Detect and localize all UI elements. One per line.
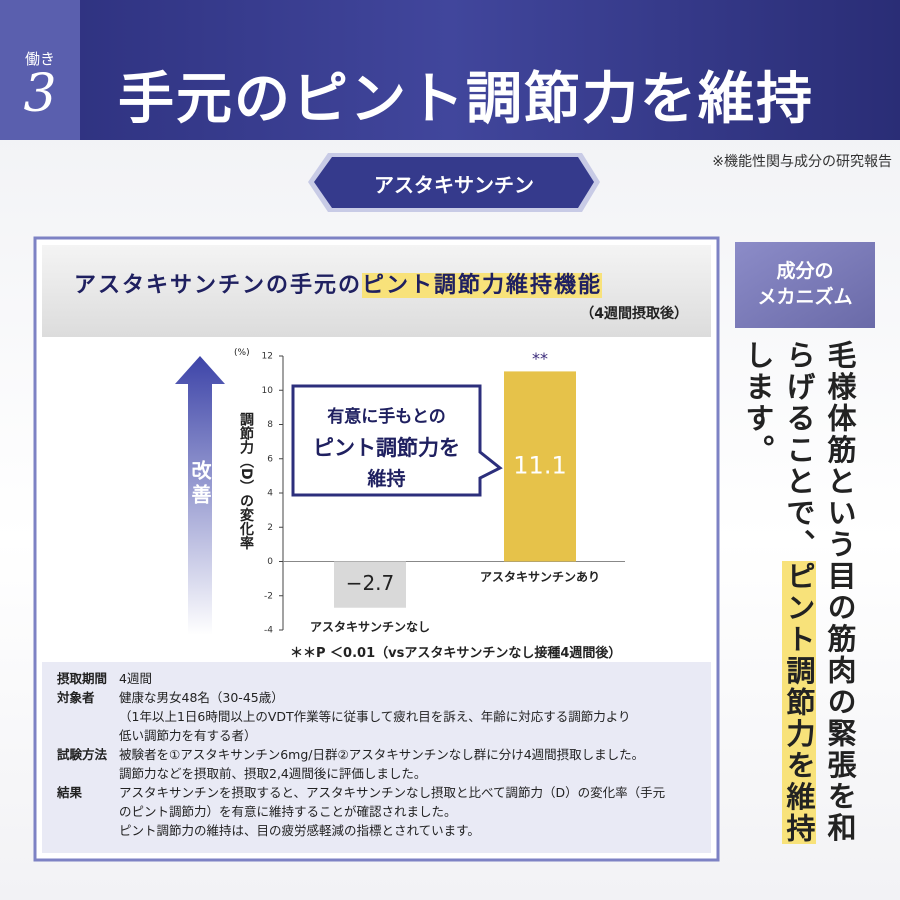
footnote: ＊＊P ＜0.01（vsアスタキサンチンなし接種4週間後）	[290, 646, 622, 661]
y-tick-label: 8	[267, 420, 273, 430]
info-table: 摂取期間 4週間対象者 健康な男女48名（30-45歳） （1年以上1日6時間以上のV…	[57, 669, 707, 840]
value-label: 11.1	[513, 451, 566, 479]
info-band	[42, 662, 711, 853]
y-tick-label: 0	[267, 557, 273, 567]
y-tick-label: 4	[267, 489, 273, 499]
value-label: −2.7	[346, 571, 395, 595]
table-row: 試験方法 被験者を①アスタキサンチン6mg/日群②アスタキサンチンなし群に分け4週…	[57, 745, 707, 783]
y-tick-label: 10	[262, 386, 274, 396]
significance: **	[532, 349, 548, 368]
table-row: 摂取期間 4週間	[57, 669, 707, 688]
arrow-label: 改善	[188, 460, 212, 508]
bar	[334, 561, 406, 608]
row-label: 試験方法	[57, 747, 108, 762]
category-label: アスタキサンチンあり	[480, 570, 600, 584]
row-body: 健康な男女48名（30-45歳） （1年以上1日6時間以上のVDT作業等に従事して…	[119, 688, 631, 745]
heading-line: 成分の	[776, 260, 834, 282]
chart: -4 -2 0 2 4 6 8 10 12 −2.7 アスタキサンチンなし 11.1 アスタキサンチンあ…	[262, 349, 625, 636]
row-line: 4週間	[119, 671, 152, 686]
row-line: 健康な男女48名（30-45歳）	[119, 690, 284, 705]
mechanism-box	[735, 242, 875, 328]
callout-line: 有意に手もとの	[327, 407, 446, 427]
mechanism-heading: 成分の メカニズム	[735, 258, 875, 310]
ribbon-label: アスタキサンチン	[374, 173, 534, 197]
badge-label: 働き	[24, 50, 55, 68]
panel-subtitle: （4週間摂取後）	[580, 306, 688, 322]
row-line: 低い調節力を有する者）	[119, 728, 257, 743]
bar	[504, 371, 576, 562]
table-row: 結果 アスタキサンチンを摂取すると、アスタキサンチンなし摂取と比べて調節力（D）の…	[57, 783, 707, 840]
row-line: のピント調節力）を有意に維持することが確認されました。	[119, 804, 457, 819]
improve-arrow	[175, 356, 225, 635]
ribbon	[314, 157, 594, 208]
row-line: （1年以上1日6時間以上のVDT作業等に従事して疲れ目を訴え、年齢に対応する調節…	[119, 709, 631, 724]
row-line: 被験者を①アスタキサンチン6mg/日群②アスタキサンチンなし群に分け4週間摂取し…	[119, 747, 645, 762]
y-tick-label: 12	[262, 352, 273, 362]
y-tick-label: 2	[267, 523, 273, 533]
panel-title-text: アスタキサンチンの手元の	[74, 273, 363, 298]
row-label: 対象者	[57, 690, 95, 705]
table-row: 対象者 健康な男女48名（30-45歳） （1年以上1日6時間以上のVDT作業等に従…	[57, 688, 707, 745]
y-tick-label: 6	[267, 454, 273, 464]
heading-line: メカニズム	[757, 286, 853, 308]
row-body: 4週間	[119, 669, 152, 688]
y-tick-label: -4	[264, 626, 273, 636]
mechanism-text: 毛様体筋という目の筋肉の緊張を和らげることで、ピント調節力を維持 します。	[738, 340, 860, 855]
y-unit: (%)	[234, 348, 250, 358]
panel-title: アスタキサンチンの手元のピント調節力維持機能	[74, 267, 603, 299]
callout-line: ピント調節力を	[313, 436, 460, 460]
row-line: アスタキサンチンを摂取すると、アスタキサンチンなし摂取と比べて調節力（D）の変化…	[119, 785, 666, 800]
row-body: 被験者を①アスタキサンチン6mg/日群②アスタキサンチンなし群に分け4週間摂取し…	[119, 745, 644, 783]
y-tick-label: -2	[264, 591, 273, 601]
row-line: 調節力などを摂取前、摂取2,4週間後に評価しました。	[119, 766, 427, 781]
main-title: 手元のピント調節力を維持	[118, 67, 814, 132]
header-band	[0, 0, 900, 140]
badge	[0, 0, 80, 140]
row-line: ピント調節力の維持は、目の疲労感軽減の指標とされています。	[119, 823, 480, 838]
mechanism-body: 毛様体筋という目の筋肉の緊張を和らげることで、	[782, 340, 857, 844]
row-body: アスタキサンチンを摂取すると、アスタキサンチンなし摂取と比べて調節力（D）の変化…	[119, 783, 665, 840]
callout-box	[291, 384, 503, 497]
row-label: 摂取期間	[57, 671, 108, 686]
mechanism-end: します。	[741, 340, 775, 466]
row-label: 結果	[57, 785, 83, 800]
note: ※機能性関与成分の研究報告	[712, 154, 892, 170]
panel-title-highlight: ピント調節力維持機能	[362, 273, 603, 298]
y-axis-label: 調節力（D）の変化率	[238, 412, 254, 550]
badge-number: 3	[23, 64, 57, 124]
category-label: アスタキサンチンなし	[310, 620, 430, 634]
callout-line: 維持	[367, 468, 406, 490]
mechanism-highlight: ピント調節力を維持	[782, 560, 816, 844]
